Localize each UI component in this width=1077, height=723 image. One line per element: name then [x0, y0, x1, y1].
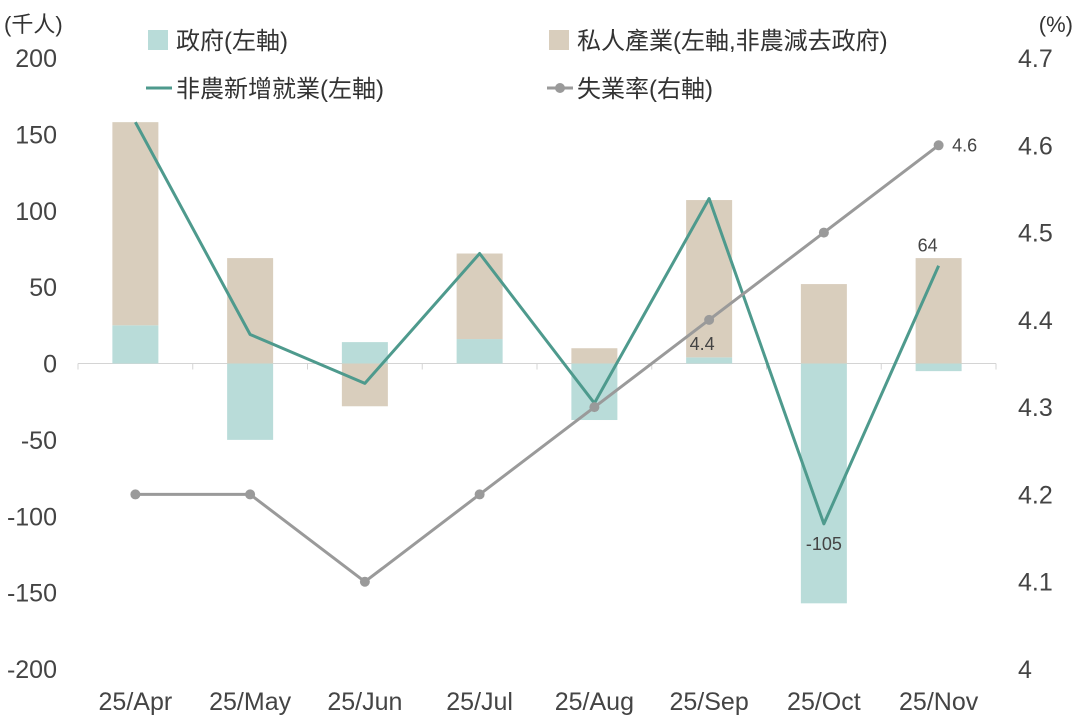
- data-label: 4.4: [690, 334, 715, 354]
- unemployment-rate-point: [359, 576, 370, 587]
- nonfarm-payrolls-line: [134, 121, 940, 526]
- axis-layer: (千人) (%) 200 150 100 50 0 -50 -100 -150 -200 4.7 4.6…: [4, 12, 1073, 716]
- x-axis-tick-label: 25/Oct: [787, 688, 861, 716]
- left-axis-tick-label: 150: [15, 121, 57, 149]
- government-bar: [686, 357, 733, 364]
- private-sector-bar: [456, 253, 503, 340]
- government-bar: [112, 325, 159, 364]
- legend-marker: [555, 83, 565, 93]
- right-axis-tick-label: 4.2: [1018, 481, 1053, 509]
- legend-swatch: [549, 30, 569, 50]
- left-axis-tick-label: -50: [21, 427, 57, 455]
- x-axis-tick-label: 25/Apr: [99, 688, 173, 716]
- left-axis-tick-label: 100: [15, 198, 57, 226]
- left-axis-tick-label: 200: [15, 45, 57, 73]
- right-axis-tick-label: 4: [1018, 656, 1032, 684]
- right-axis-tick-label: 4.6: [1018, 132, 1053, 160]
- private-sector-bar: [112, 122, 159, 326]
- legend-label: 私人產業(左軸,非農減去政府): [577, 28, 888, 55]
- government-bar: [341, 342, 388, 364]
- unemployment-rate-point: [245, 489, 256, 500]
- data-label: -105: [806, 534, 842, 554]
- legend-item: 政府(左軸): [148, 28, 288, 55]
- left-axis-tick-label: 0: [43, 351, 57, 379]
- legend-label: 失業率(右軸): [577, 76, 713, 103]
- x-axis-tick-label: 25/Sep: [670, 688, 749, 716]
- left-axis-tick-label: -100: [7, 503, 57, 531]
- government-bar: [227, 363, 274, 440]
- government-bar: [915, 363, 962, 372]
- right-axis-tick-label: 4.7: [1018, 45, 1053, 73]
- legend-item: 私人產業(左軸,非農減去政府): [549, 28, 888, 55]
- lines-layer: [130, 121, 944, 587]
- private-sector-bar: [800, 284, 847, 364]
- x-axis-tick-label: 25/Jun: [327, 688, 402, 716]
- left-axis-tick-label: -200: [7, 656, 57, 684]
- x-axis-tick-label: 25/Aug: [555, 688, 634, 716]
- data-labels-layer: -105 64 4.4 4.6: [690, 135, 978, 554]
- left-axis-tick-label: -150: [7, 580, 57, 608]
- left-axis-unit: (千人): [4, 12, 63, 37]
- x-axis-tick-label: 25/Jul: [446, 688, 513, 716]
- private-sector-bar: [915, 258, 962, 364]
- unemployment-rate-line: [135, 144, 940, 584]
- data-label: 4.6: [952, 135, 977, 155]
- government-bar: [456, 339, 503, 364]
- private-sector-bar: [341, 363, 388, 407]
- right-axis-unit: (%): [1039, 12, 1073, 37]
- legend: 政府(左軸) 私人產業(左軸,非農減去政府) 非農新增就業(左軸) 失業率(右軸): [146, 28, 888, 103]
- unemployment-rate-point: [589, 402, 600, 413]
- unemployment-rate-point: [474, 489, 485, 500]
- right-axis-tick-label: 4.3: [1018, 394, 1053, 422]
- unemployment-rate-point: [704, 314, 715, 325]
- right-axis-tick-label: 4.5: [1018, 220, 1053, 248]
- unemployment-rate-point: [130, 489, 141, 500]
- unemployment-rate-point: [818, 227, 829, 238]
- legend-item: 非農新增就業(左軸): [146, 76, 384, 103]
- government-bar: [800, 363, 847, 604]
- unemployment-rate-point: [933, 140, 944, 151]
- bars-layer: [112, 122, 962, 604]
- right-axis-tick-label: 4.1: [1018, 569, 1053, 597]
- legend-swatch: [148, 30, 168, 50]
- legend-label: 非農新增就業(左軸): [176, 76, 384, 103]
- x-axis-tick-label: 25/May: [209, 688, 291, 716]
- x-axis-tick-label: 25/Nov: [899, 688, 979, 716]
- legend-label: 政府(左軸): [176, 28, 288, 55]
- private-sector-bar: [227, 258, 274, 364]
- right-axis-tick-label: 4.4: [1018, 307, 1053, 335]
- legend-item: 失業率(右軸): [547, 76, 713, 103]
- private-sector-bar: [571, 348, 618, 364]
- left-axis-tick-label: 50: [29, 274, 57, 302]
- data-label: 64: [918, 236, 938, 256]
